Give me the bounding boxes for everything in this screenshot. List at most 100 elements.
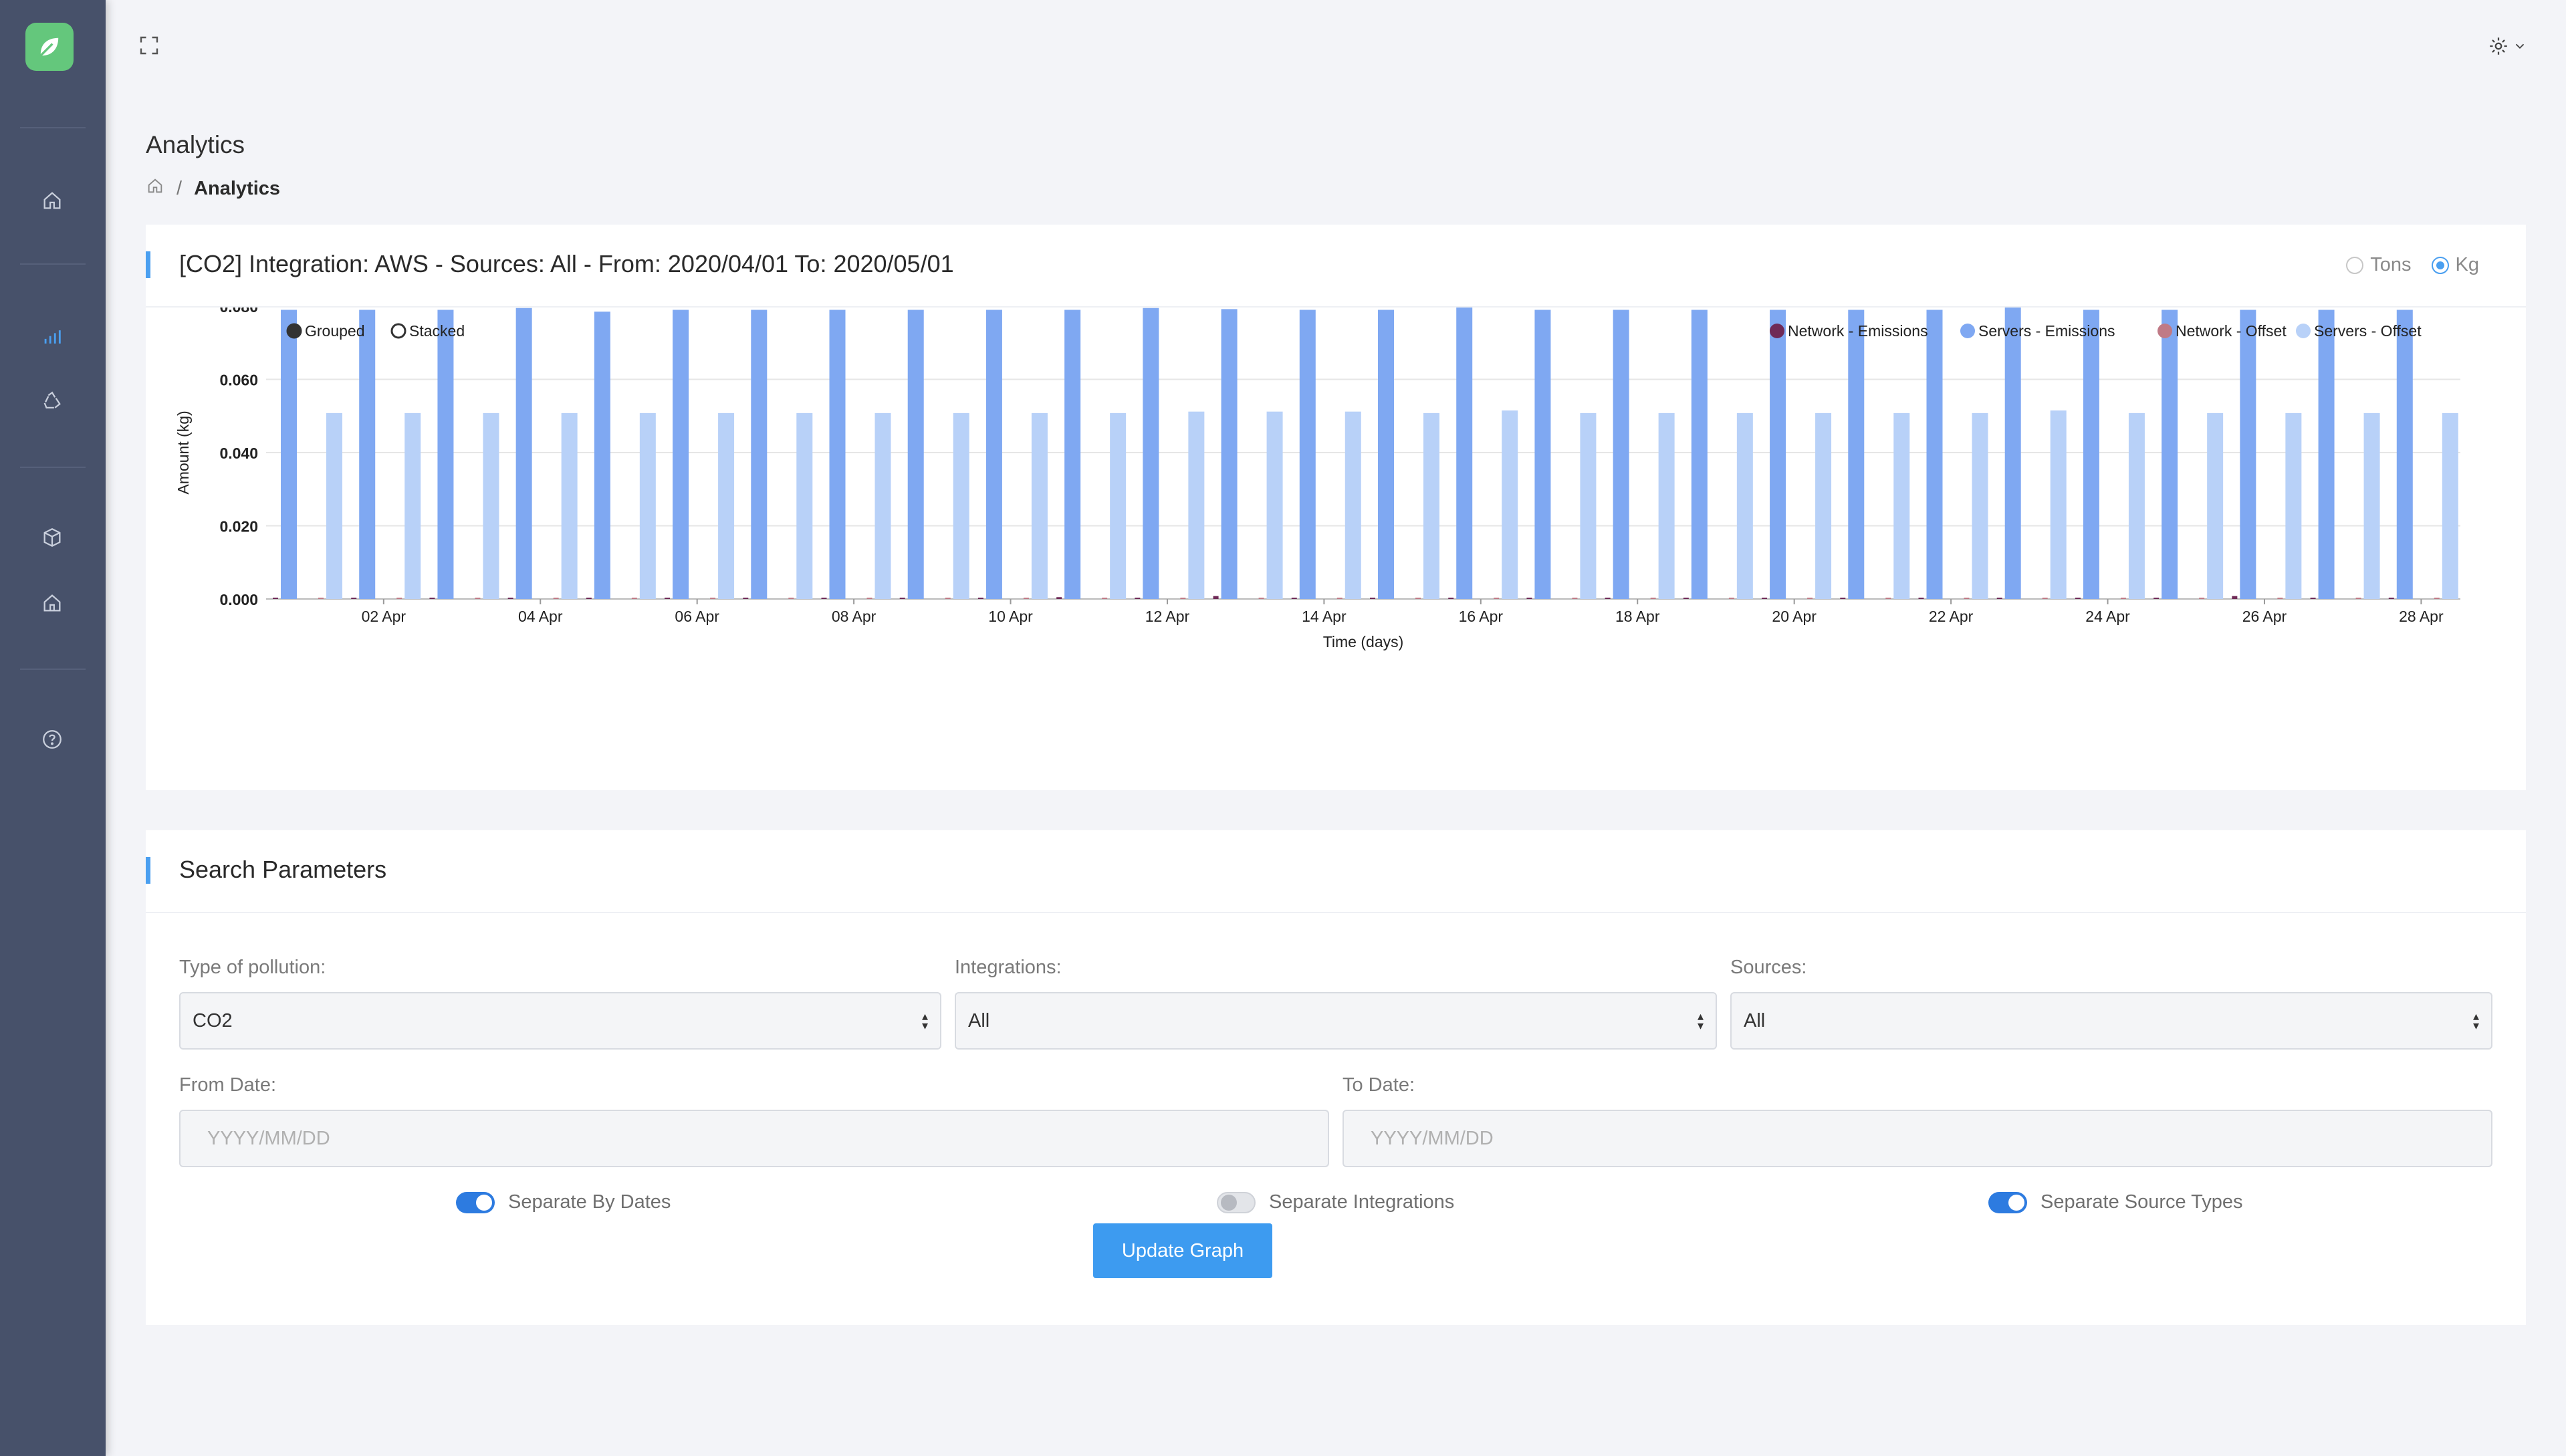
building-icon[interactable]	[37, 588, 67, 618]
pollution-type-label: Type of pollution:	[179, 957, 326, 978]
page-title: Analytics	[146, 131, 245, 158]
bar-servers-offset	[1972, 412, 1988, 599]
search-parameters-card: Search Parameters	[146, 830, 2526, 1325]
bar-network-offset	[396, 598, 402, 599]
bar-network-emissions	[1370, 598, 1375, 599]
bar-servers-emissions	[673, 310, 689, 599]
y-tick-label: 0.000	[219, 591, 258, 608]
leaf-logo-icon[interactable]	[25, 23, 74, 71]
from-date-input[interactable]	[179, 1110, 1329, 1167]
sidebar-divider	[20, 669, 86, 670]
bar-servers-emissions	[1926, 310, 1943, 599]
bar-servers-emissions	[1691, 310, 1708, 599]
stacked-mode-radio[interactable]	[390, 323, 406, 339]
bar-network-emissions	[507, 598, 513, 599]
bar-servers-offset	[1345, 411, 1361, 599]
x-tick-label: 16 Apr	[1459, 608, 1504, 625]
bar-servers-emissions	[2318, 310, 2335, 599]
search-card-title: Search Parameters	[179, 856, 387, 883]
bar-network-offset	[475, 598, 481, 599]
bar-servers-offset	[639, 412, 656, 599]
settings-dropdown[interactable]	[2487, 32, 2529, 60]
bar-servers-emissions	[1143, 308, 1159, 599]
update-graph-button[interactable]: Update Graph	[1093, 1223, 1272, 1278]
y-axis-label: Amount (kg)	[174, 410, 192, 494]
toggle-switch[interactable]	[1217, 1191, 1256, 1213]
unit-option-tons[interactable]: Tons	[2346, 254, 2412, 276]
bar-servers-emissions	[437, 310, 454, 599]
sidebar-divider	[20, 127, 86, 128]
bar-network-offset	[1807, 598, 1813, 599]
bar-network-emissions	[586, 598, 592, 599]
pollution-type-select[interactable]: CO2 ▴ ▾	[179, 992, 941, 1050]
bar-servers-offset	[2050, 410, 2067, 599]
select-arrows-icon: ▴ ▾	[1697, 1009, 1704, 1032]
bar-network-offset	[1102, 598, 1108, 599]
bar-servers-offset	[1580, 412, 1597, 599]
sidebar-divider	[20, 467, 86, 468]
help-icon[interactable]	[37, 725, 67, 754]
bar-network-offset	[2120, 598, 2126, 599]
bar-network-emissions	[1213, 596, 1219, 599]
bar-servers-offset	[1658, 412, 1675, 599]
bar-network-offset	[1023, 598, 1029, 599]
legend-label: Servers - Emissions	[1978, 322, 2115, 340]
bar-servers-emissions	[1848, 310, 1865, 599]
toggle-switch[interactable]	[456, 1191, 495, 1213]
bar-servers-offset	[1893, 412, 1910, 599]
bar-network-emissions	[743, 598, 749, 599]
separate-by-dates-toggle[interactable]: Separate By Dates	[456, 1191, 671, 1213]
integrations-select[interactable]: All ▴ ▾	[955, 992, 1717, 1050]
bar-network-emissions	[1526, 598, 1532, 599]
unit-selector: Tons Kg	[2346, 254, 2479, 276]
bar-servers-emissions	[1613, 310, 1629, 599]
card-accent-bar	[146, 251, 150, 278]
legend-label: Servers - Offset	[2314, 322, 2422, 340]
bar-network-offset	[318, 598, 324, 599]
bar-servers-emissions	[1456, 308, 1473, 599]
toggle-switch[interactable]	[1988, 1191, 2027, 1213]
bar-network-emissions	[1683, 598, 1689, 599]
sources-select[interactable]: All ▴ ▾	[1730, 992, 2492, 1050]
home-icon[interactable]	[37, 186, 67, 215]
breadcrumb-home-icon[interactable]	[146, 176, 164, 201]
chart-card-title: [CO2] Integration: AWS - Sources: All - …	[179, 250, 954, 277]
grouped-mode-radio[interactable]	[286, 323, 302, 339]
bar-servers-emissions	[2162, 310, 2178, 599]
bar-servers-emissions	[751, 310, 768, 599]
chevron-down-icon	[2515, 43, 2525, 49]
legend-swatch	[1960, 324, 1975, 338]
y-tick-label: 0.020	[219, 518, 258, 535]
separate-source-types-toggle[interactable]: Separate Source Types	[1988, 1191, 2243, 1213]
separate-integrations-toggle[interactable]: Separate Integrations	[1217, 1191, 1454, 1213]
bar-servers-offset	[2128, 412, 2145, 599]
bar-servers-offset	[796, 412, 813, 599]
x-tick-label: 06 Apr	[675, 608, 719, 625]
to-date-input[interactable]	[1343, 1110, 2492, 1167]
bar-servers-offset	[2442, 412, 2458, 599]
bar-network-offset	[553, 598, 559, 599]
bar-network-offset	[1415, 598, 1421, 599]
fullscreen-expand-icon[interactable]	[137, 33, 161, 57]
recycle-icon[interactable]	[37, 386, 67, 416]
unit-option-kg[interactable]: Kg	[2431, 254, 2479, 276]
bar-network-emissions	[1448, 598, 1454, 599]
bar-network-emissions	[1840, 598, 1846, 599]
bar-chart-icon[interactable]	[37, 322, 67, 352]
integrations-label: Integrations:	[955, 957, 1062, 978]
bar-servers-offset	[561, 412, 578, 599]
bar-servers-offset	[1110, 412, 1127, 599]
x-tick-label: 22 Apr	[1929, 608, 1974, 625]
bar-network-emissions	[899, 598, 905, 599]
radio-kg[interactable]	[2431, 256, 2449, 274]
bar-network-emissions	[1135, 598, 1141, 599]
radio-tons[interactable]	[2346, 256, 2364, 274]
legend-label: Network - Offset	[2176, 322, 2287, 340]
bar-network-emissions	[1291, 598, 1297, 599]
from-date-label: From Date:	[179, 1074, 277, 1096]
x-tick-label: 04 Apr	[518, 608, 563, 625]
bar-network-offset	[1650, 598, 1656, 599]
bar-network-offset	[788, 598, 794, 599]
card-accent-bar	[146, 857, 150, 884]
cube-icon[interactable]	[37, 523, 67, 552]
